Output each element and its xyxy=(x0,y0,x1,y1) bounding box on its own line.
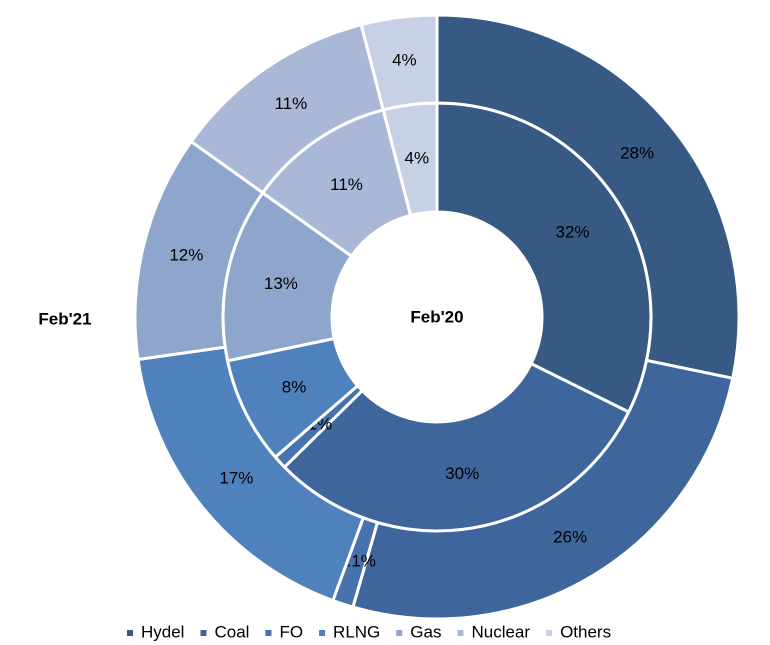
donut-slice xyxy=(351,358,735,621)
legend-swatch xyxy=(265,630,272,636)
slice-label: 11% xyxy=(330,175,363,194)
slice-label: 12% xyxy=(169,245,203,264)
slice-label: 4% xyxy=(392,51,417,70)
slice-label: 17% xyxy=(219,469,253,488)
legend-swatch xyxy=(200,630,207,636)
slice-label: 32% xyxy=(556,222,590,241)
slice-label: 4% xyxy=(405,148,430,167)
legend-label: Others xyxy=(560,622,611,641)
legend-label: Nuclear xyxy=(471,622,530,641)
legend-label: Coal xyxy=(214,622,249,641)
slice-label: 8% xyxy=(282,377,307,396)
legend-label: Hydel xyxy=(141,622,184,641)
legend-label: Gas xyxy=(410,622,441,641)
outer-ring-name: Feb'21 xyxy=(38,309,91,328)
legend-swatch xyxy=(127,630,133,636)
slice-label: 26% xyxy=(553,527,587,546)
inner-ring-name: Feb'20 xyxy=(410,307,463,326)
legend-swatch xyxy=(457,630,464,636)
donut-slice xyxy=(359,13,439,112)
legend-label: FO xyxy=(279,622,303,641)
slice-label: 11% xyxy=(274,94,307,113)
slice-label: 30% xyxy=(445,464,479,483)
legend-swatch xyxy=(319,630,326,636)
slice-label: 13% xyxy=(264,274,298,293)
legend-swatch xyxy=(546,630,553,636)
slice-label: 28% xyxy=(620,144,654,163)
legend-label: RLNG xyxy=(333,622,380,641)
legend-swatch xyxy=(396,630,403,636)
donut-slice xyxy=(435,13,741,381)
